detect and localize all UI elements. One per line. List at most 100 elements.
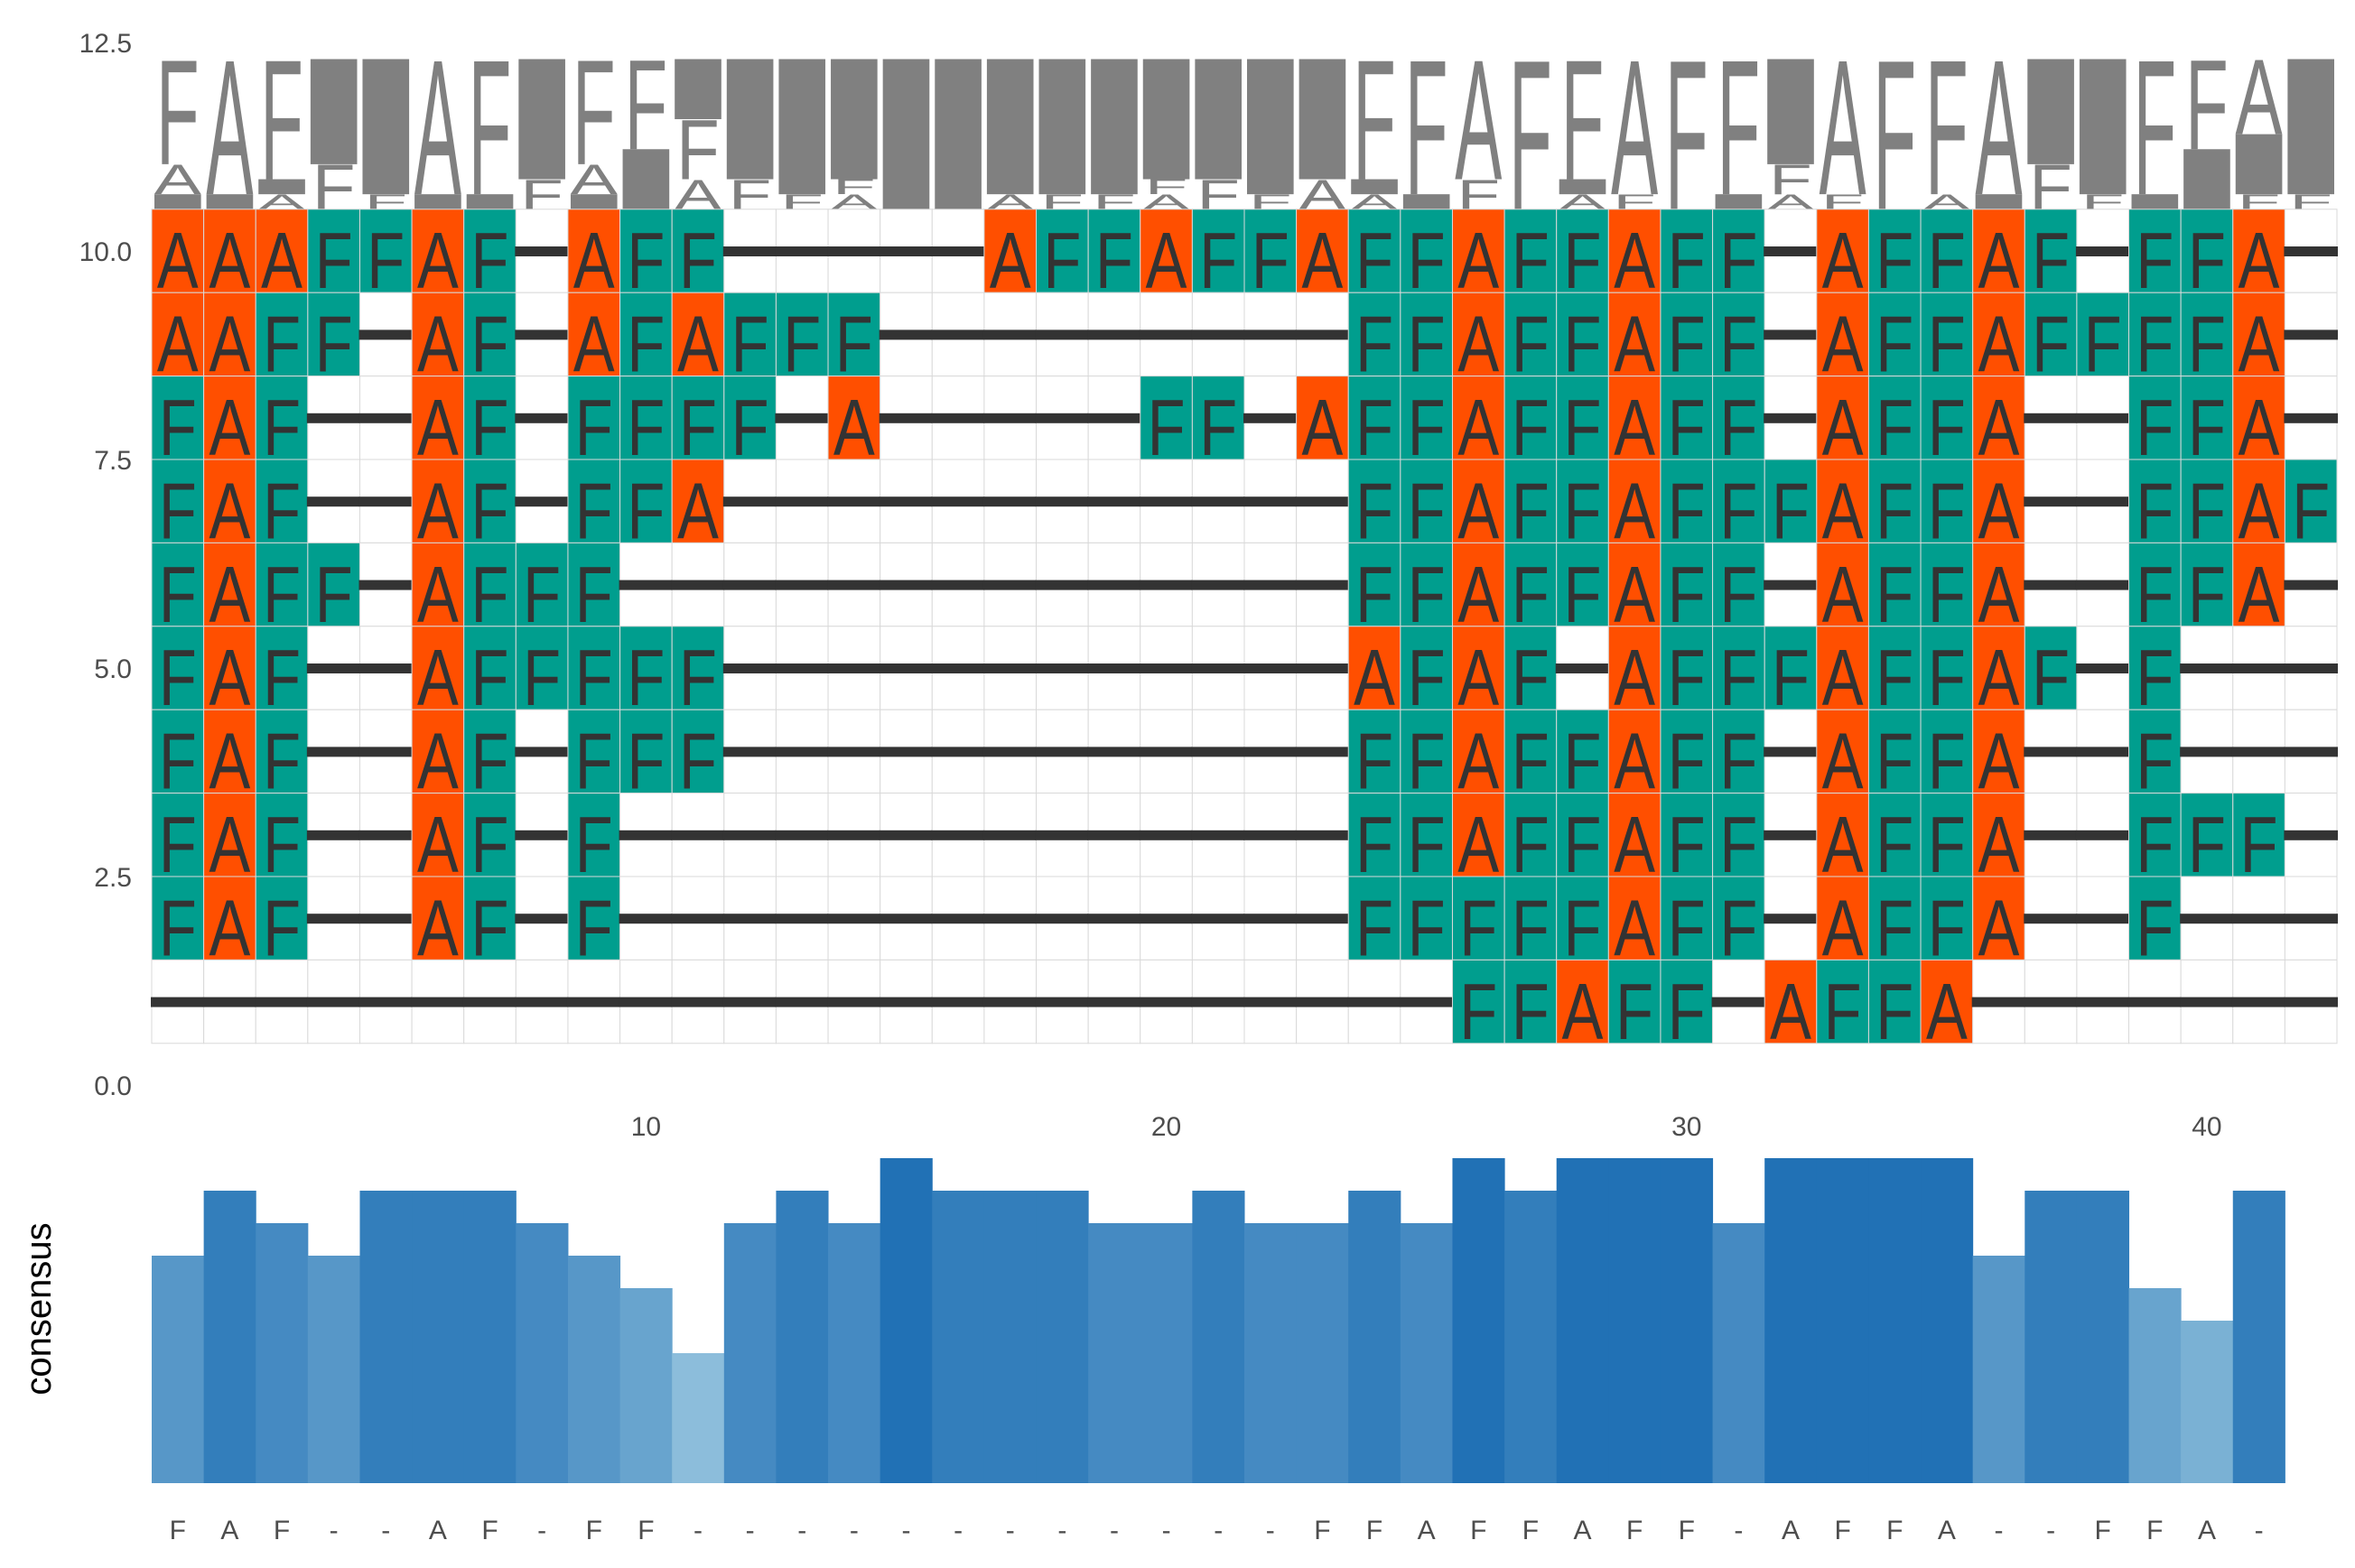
gap-dash (1764, 413, 1818, 423)
gap-dash (1243, 914, 1298, 924)
alignment-cell (515, 626, 569, 710)
gap-dash (1139, 747, 1194, 757)
alignment-cell (671, 292, 725, 377)
gap-dash (1295, 663, 1350, 673)
logo-letter: A (1455, 23, 1502, 216)
alignment-cell (567, 459, 621, 543)
alignment-cell (1400, 209, 1453, 293)
residue-glyph: F (1459, 968, 1497, 1056)
residue-glyph: F (575, 801, 613, 889)
logo-gap-block (1559, 179, 1606, 195)
alignment-cell (463, 709, 517, 794)
alignment-cell (255, 876, 309, 960)
residue-glyph: F (1876, 968, 1913, 1056)
residue-glyph: F (1719, 384, 1757, 472)
consensus-letter: A (2198, 1516, 2216, 1545)
residue-glyph: A (1457, 384, 1499, 472)
gap-dash (1035, 496, 1090, 507)
gap-dash (1399, 997, 1454, 1007)
residue-glyph: F (1148, 384, 1186, 472)
alignment-cell (2180, 793, 2234, 877)
alignment-cell (411, 876, 465, 960)
residue-glyph: A (209, 384, 251, 472)
gap-dash (1035, 413, 1090, 423)
gap-dash (722, 246, 777, 256)
x-tick-label: 20 (1151, 1112, 1181, 1142)
residue-glyph: F (2188, 300, 2226, 388)
alignment-cell (1347, 542, 1401, 627)
residue-glyph: F (263, 884, 301, 972)
y-tick-label: 2.5 (94, 863, 132, 893)
logo-gap-block (2079, 59, 2127, 195)
residue-glyph: A (1457, 467, 1499, 555)
alignment-cell (1920, 376, 1974, 460)
residue-glyph: F (1355, 717, 1393, 805)
gap-dash (2075, 747, 2130, 757)
residue-glyph: A (1822, 467, 1864, 555)
residue-glyph: A (833, 384, 875, 472)
consensus-bar (1921, 1158, 1974, 1483)
consensus-bar (983, 1191, 1038, 1483)
residue-glyph: F (1772, 467, 1810, 555)
alignment-cell (567, 709, 621, 794)
gap-dash (879, 580, 934, 590)
alignment-cell (151, 292, 205, 377)
gap-dash (671, 997, 725, 1007)
gap-dash (306, 914, 361, 924)
gap-dash (671, 830, 725, 840)
alignment-cell (1556, 542, 1609, 627)
alignment-cell (463, 542, 517, 627)
gap-dash (2180, 747, 2234, 757)
gap-dash (515, 914, 569, 924)
alignment-cell (255, 209, 309, 293)
alignment-cell (1920, 876, 1974, 960)
gap-dash (1764, 914, 1818, 924)
residue-glyph: F (1719, 217, 1757, 305)
residue-glyph: A (990, 217, 1031, 305)
gap-dash (1764, 580, 1818, 590)
gap-dash (2075, 997, 2130, 1007)
alignment-cell (2232, 542, 2285, 627)
consensus-bar (567, 1256, 621, 1483)
residue-glyph: F (1876, 551, 1913, 639)
residue-glyph: F (263, 801, 301, 889)
gap-dash (722, 997, 777, 1007)
residue-glyph: A (417, 300, 459, 388)
residue-glyph: A (1822, 384, 1864, 472)
residue-glyph: A (573, 217, 615, 305)
consensus-bar (1868, 1158, 1922, 1483)
alignment-cell (619, 459, 673, 543)
residue-glyph: A (209, 717, 251, 805)
gap-dash (879, 413, 934, 423)
gap-dash (1191, 496, 1245, 507)
gap-dash (1139, 580, 1194, 590)
residue-glyph: A (417, 384, 459, 472)
gap-dash (827, 496, 881, 507)
residue-glyph: F (679, 634, 717, 722)
logo-gap-block (1767, 59, 1814, 164)
gap-dash (1191, 329, 1245, 340)
residue-glyph: A (1457, 801, 1499, 889)
residue-glyph: A (209, 217, 251, 305)
gap-dash (1191, 663, 1245, 673)
residue-glyph: F (731, 300, 769, 388)
residue-glyph: A (2239, 384, 2280, 472)
gap-dash (358, 747, 414, 757)
gap-dash (358, 329, 414, 340)
alignment-cell (255, 292, 309, 377)
logo-letter: F (625, 33, 668, 177)
residue-glyph: F (2136, 217, 2173, 305)
alignment-cell (1660, 459, 1714, 543)
alignment-cell (619, 292, 673, 377)
consensus-bar (1192, 1191, 1245, 1483)
residue-glyph: A (417, 717, 459, 805)
alignment-cell (1972, 626, 2025, 710)
residue-glyph: A (1354, 634, 1395, 722)
alignment-cell (1556, 959, 1609, 1044)
consensus-letter: F (2095, 1516, 2111, 1545)
gap-dash (775, 580, 830, 590)
residue-glyph: A (1457, 634, 1499, 722)
residue-glyph: F (1355, 467, 1393, 555)
alignment-cell (1400, 626, 1453, 710)
residue-glyph: A (1926, 968, 1968, 1056)
